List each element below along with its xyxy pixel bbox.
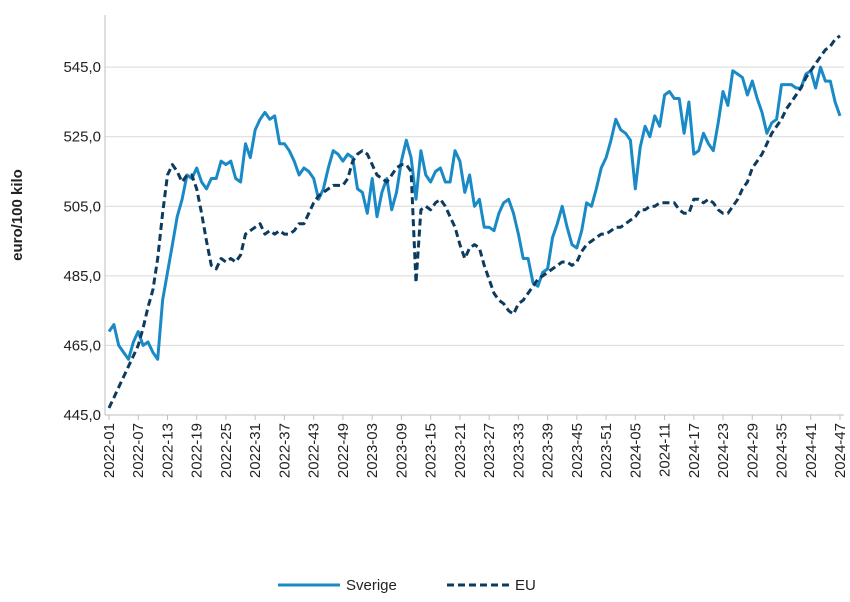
x-tick-label: 2023-03	[364, 423, 381, 478]
y-tick-label: 505,0	[63, 198, 101, 215]
y-tick-label: 545,0	[63, 59, 101, 76]
x-tick-label: 2022-01	[101, 423, 118, 478]
x-tick-label: 2022-43	[306, 423, 323, 478]
x-tick-label: 2022-31	[247, 423, 264, 478]
x-tick-label: 2024-41	[803, 423, 820, 478]
x-tick-label: 2024-05	[627, 423, 644, 478]
x-tick-label: 2023-45	[569, 423, 586, 478]
y-tick-label: 445,0	[63, 407, 101, 424]
x-tick-label: 2023-21	[452, 423, 469, 478]
x-tick-label: 2022-37	[276, 423, 293, 478]
x-tick-label: 2023-33	[510, 423, 527, 478]
x-tick-label: 2022-19	[189, 423, 206, 478]
y-tick-label: 525,0	[63, 129, 101, 146]
x-tick-label: 2023-27	[481, 423, 498, 478]
x-tick-label: 2023-39	[540, 423, 557, 478]
x-tick-label: 2023-15	[423, 423, 440, 478]
x-tick-label: 2022-13	[159, 423, 176, 478]
legend-label: EU	[515, 577, 536, 594]
x-tick-label: 2024-29	[744, 423, 761, 478]
y-tick-label: 465,0	[63, 337, 101, 354]
legend-label: Sverige	[346, 577, 397, 594]
x-tick-label: 2024-35	[774, 423, 791, 478]
y-axis-title: euro/100 kilo	[9, 169, 26, 261]
x-tick-label: 2022-07	[130, 423, 147, 478]
series-line	[107, 65, 842, 361]
x-tick-label: 2024-23	[715, 423, 732, 478]
x-tick-label: 2024-11	[657, 423, 674, 477]
x-tick-label: 2024-17	[686, 423, 703, 478]
x-tick-label: 2023-09	[393, 423, 410, 478]
x-tick-label: 2023-51	[598, 423, 615, 478]
x-tick-label: 2022-25	[218, 423, 235, 478]
x-tick-label: 2022-49	[335, 423, 352, 478]
y-tick-label: 485,0	[63, 268, 101, 285]
series-line	[107, 34, 841, 409]
x-tick-label: 2024-47	[832, 423, 849, 478]
